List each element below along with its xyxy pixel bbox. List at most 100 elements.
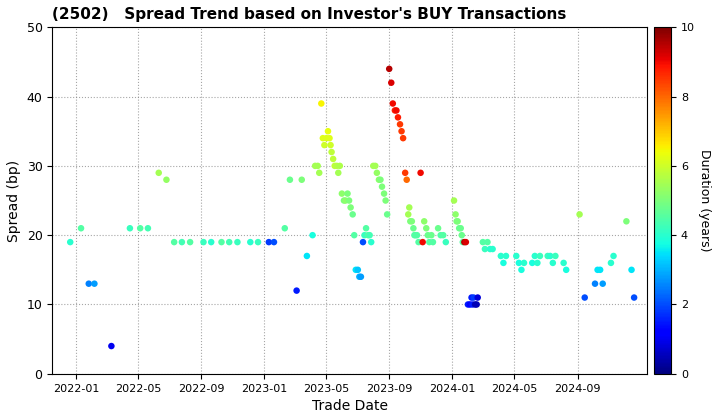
Point	[420, 225, 432, 231]
Point	[456, 232, 467, 239]
Point	[352, 266, 364, 273]
Point	[498, 260, 509, 266]
Point	[319, 142, 330, 148]
Point	[457, 239, 469, 245]
Point	[359, 232, 370, 239]
Point	[592, 266, 603, 273]
Point	[357, 239, 369, 245]
Point	[153, 169, 164, 176]
Point	[405, 218, 416, 225]
Point	[83, 280, 94, 287]
Point	[406, 218, 418, 225]
Point	[279, 225, 291, 231]
Point	[291, 287, 302, 294]
Point	[608, 252, 619, 259]
Point	[432, 225, 444, 231]
Point	[422, 232, 433, 239]
Point	[411, 232, 423, 239]
Point	[301, 252, 312, 259]
Point	[168, 239, 180, 245]
Point	[324, 135, 336, 142]
Point	[595, 266, 606, 273]
Point	[544, 252, 556, 259]
Point	[184, 239, 196, 245]
Point	[397, 135, 409, 142]
Point	[534, 252, 546, 259]
Point	[345, 204, 356, 211]
Point	[449, 197, 460, 204]
Point	[426, 232, 437, 239]
Point	[205, 239, 217, 245]
Point	[307, 232, 318, 239]
Point	[477, 239, 489, 245]
Point	[468, 294, 480, 301]
Point	[516, 266, 527, 273]
Point	[313, 169, 325, 176]
Point	[408, 225, 419, 231]
Point	[387, 100, 399, 107]
Point	[377, 183, 388, 190]
Y-axis label: Duration (years): Duration (years)	[698, 149, 711, 252]
Point	[597, 280, 608, 287]
Point	[400, 169, 411, 176]
Point	[500, 252, 512, 259]
Point	[348, 232, 360, 239]
Point	[549, 252, 561, 259]
Point	[427, 239, 438, 245]
Point	[621, 218, 632, 225]
Point	[338, 197, 350, 204]
Point	[296, 176, 307, 183]
Point	[395, 121, 406, 128]
Point	[415, 169, 426, 176]
Point	[371, 169, 382, 176]
Point	[198, 239, 210, 245]
Point	[410, 232, 421, 239]
Point	[542, 252, 554, 259]
Point	[402, 211, 414, 218]
Point	[467, 301, 478, 308]
Point	[396, 128, 408, 134]
Point	[245, 239, 256, 245]
Point	[284, 176, 296, 183]
Point	[435, 232, 446, 239]
Point	[161, 176, 172, 183]
Point	[369, 163, 381, 169]
Point	[391, 107, 402, 114]
Point	[531, 260, 543, 266]
Point	[403, 204, 415, 211]
Point	[487, 246, 498, 252]
Point	[547, 260, 559, 266]
Point	[462, 301, 474, 308]
Point	[459, 239, 470, 245]
Point	[385, 79, 397, 86]
Point	[310, 163, 321, 169]
Point	[513, 260, 525, 266]
Point	[526, 260, 538, 266]
Point	[389, 107, 400, 114]
Point	[560, 266, 572, 273]
Point	[455, 225, 467, 231]
Point	[362, 232, 374, 239]
Point	[334, 163, 346, 169]
Point	[382, 211, 393, 218]
Point	[518, 260, 530, 266]
Point	[176, 239, 188, 245]
Point	[606, 260, 617, 266]
Point	[629, 294, 640, 301]
Point	[142, 225, 153, 231]
Point	[417, 239, 428, 245]
Point	[438, 232, 449, 239]
Point	[317, 135, 328, 142]
Point	[366, 239, 377, 245]
Point	[135, 225, 146, 231]
Point	[355, 273, 366, 280]
Point	[326, 149, 338, 155]
Point	[269, 239, 280, 245]
Point	[373, 176, 384, 183]
Point	[510, 252, 522, 259]
Point	[367, 163, 379, 169]
Point	[482, 239, 493, 245]
Point	[232, 239, 243, 245]
Point	[626, 266, 637, 273]
Point	[454, 225, 465, 231]
